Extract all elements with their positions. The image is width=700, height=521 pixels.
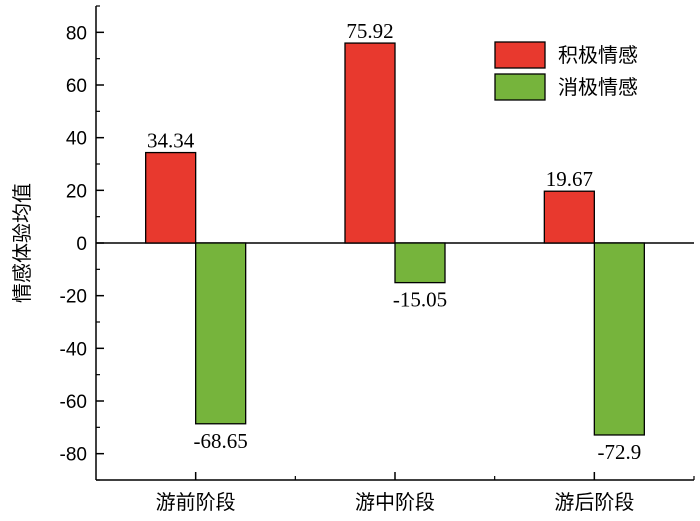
- data-label: -68.65: [194, 429, 248, 453]
- x-tick-label: 游中阶段: [355, 490, 435, 514]
- x-tick-label: 游后阶段: [554, 490, 634, 514]
- legend-label: 消极情感: [558, 75, 638, 99]
- y-tick-label: 20: [66, 181, 87, 202]
- bar-negative: [195, 242, 247, 425]
- y-tick-label: -60: [60, 392, 87, 413]
- bar-positive: [543, 190, 595, 244]
- y-tick-label: -40: [60, 339, 87, 360]
- y-tick-label: 40: [66, 129, 87, 150]
- data-label: 19.67: [546, 167, 593, 191]
- bar-negative: [394, 242, 446, 284]
- legend-swatch: [494, 41, 546, 69]
- data-label: -15.05: [393, 288, 447, 312]
- y-tick-label: 0: [76, 234, 87, 255]
- y-tick-label: -20: [60, 287, 87, 308]
- bar-positive: [145, 151, 197, 244]
- y-tick-label: 80: [66, 23, 87, 44]
- data-label: 75.92: [346, 19, 393, 43]
- y-axis-title: 情感体验均值: [10, 183, 34, 303]
- legend-label: 积极情感: [558, 43, 638, 67]
- data-label: 34.34: [147, 129, 195, 153]
- y-tick-label: 60: [66, 76, 87, 97]
- data-label: -72.9: [597, 440, 641, 464]
- bar-negative: [593, 242, 645, 436]
- x-tick-label: 游前阶段: [156, 490, 236, 514]
- y-tick-label: -80: [60, 445, 87, 466]
- axes: 80 60 40 20 0 -20 -40 -60 -80 游前阶段 游中阶段 游后阶段: [60, 5, 695, 514]
- bars: [145, 42, 645, 436]
- legend-swatch: [494, 73, 546, 101]
- bar-positive: [344, 42, 396, 244]
- data-labels: 34.34 75.92 19.67 -68.65 -15.05 -72.9: [147, 19, 641, 464]
